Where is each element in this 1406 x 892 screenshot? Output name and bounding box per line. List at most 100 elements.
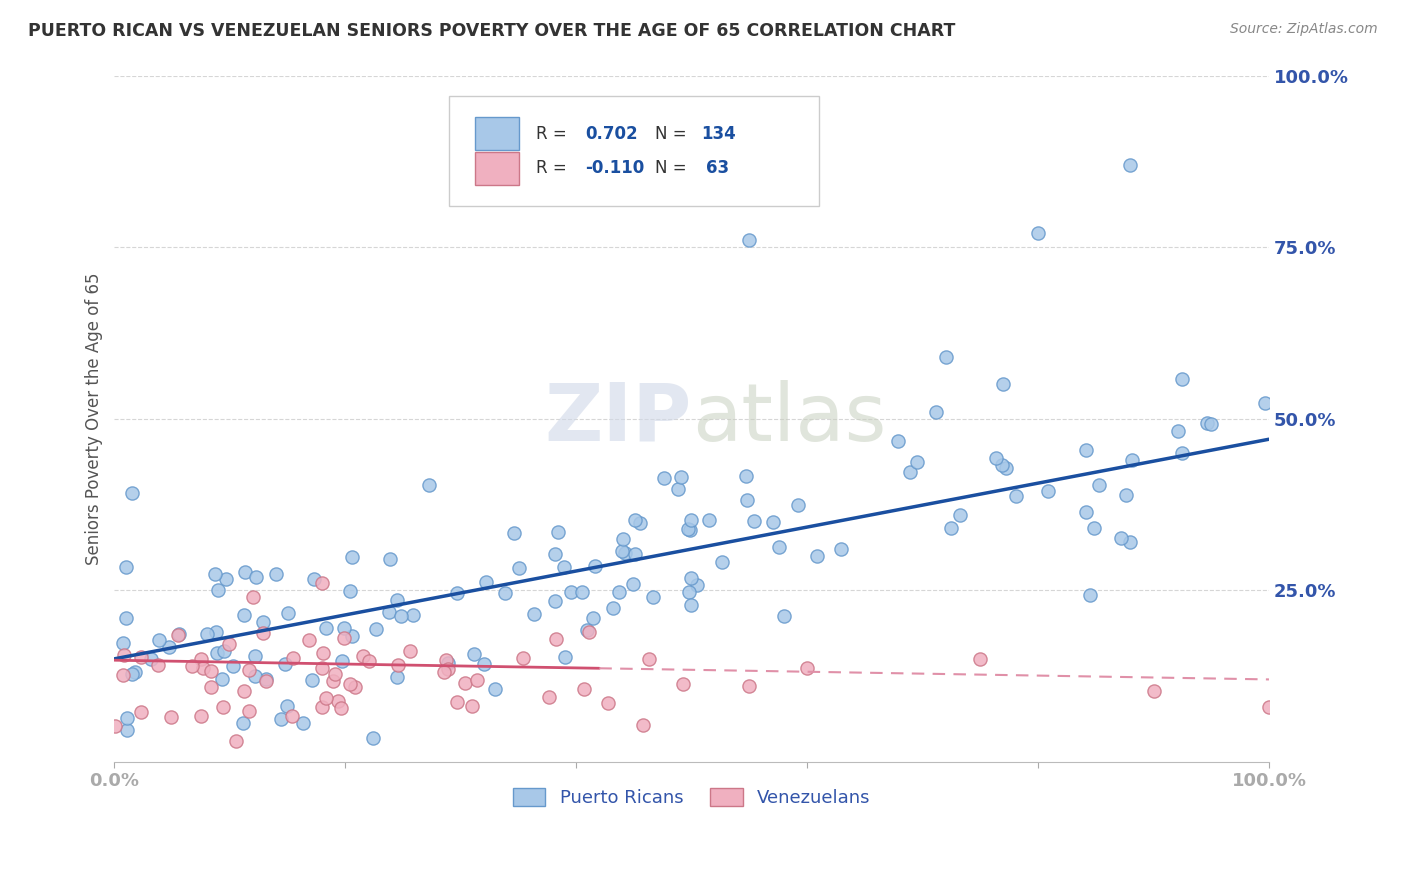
Point xyxy=(276,698,298,713)
Point xyxy=(624,513,647,527)
Point xyxy=(180,658,202,673)
Point xyxy=(711,555,734,569)
Point xyxy=(543,594,565,608)
Point xyxy=(315,691,337,706)
Point xyxy=(1195,417,1218,431)
Point xyxy=(638,652,661,666)
FancyBboxPatch shape xyxy=(475,152,519,185)
Point xyxy=(402,607,425,622)
Point xyxy=(437,662,460,676)
Point xyxy=(686,578,709,592)
Text: PUERTO RICAN VS VENEZUELAN SENIORS POVERTY OVER THE AGE OF 65 CORRELATION CHART: PUERTO RICAN VS VENEZUELAN SENIORS POVER… xyxy=(28,22,956,40)
Point xyxy=(1119,158,1142,172)
Point xyxy=(166,628,188,642)
Point xyxy=(1036,484,1059,499)
Point xyxy=(418,477,440,491)
Point xyxy=(277,607,299,621)
Point xyxy=(339,677,361,691)
Point xyxy=(738,679,761,693)
Point xyxy=(218,637,240,651)
Point xyxy=(225,734,247,748)
Point xyxy=(311,661,333,675)
Point xyxy=(242,590,264,604)
Point xyxy=(204,566,226,581)
Point xyxy=(124,665,146,679)
Point xyxy=(157,640,180,655)
Point xyxy=(735,492,758,507)
Point xyxy=(1199,417,1222,432)
Point xyxy=(233,565,256,579)
Point xyxy=(115,723,138,738)
Point xyxy=(1121,452,1143,467)
Point xyxy=(1171,371,1194,385)
Point xyxy=(544,632,567,646)
Point xyxy=(232,683,254,698)
Point xyxy=(333,631,356,645)
Point xyxy=(160,710,183,724)
Point xyxy=(623,547,645,561)
Point xyxy=(1076,505,1098,519)
FancyBboxPatch shape xyxy=(475,118,519,151)
Point xyxy=(742,514,765,528)
Point xyxy=(547,525,569,540)
Point xyxy=(986,451,1008,466)
Point xyxy=(1142,684,1164,698)
Point xyxy=(1258,700,1281,714)
Point xyxy=(211,673,233,687)
Point xyxy=(1076,442,1098,457)
Point xyxy=(129,650,152,665)
Point xyxy=(681,598,703,612)
Point xyxy=(543,547,565,561)
Point xyxy=(734,469,756,483)
Point xyxy=(385,593,408,607)
Point xyxy=(315,621,337,635)
Point xyxy=(679,523,702,537)
Point xyxy=(252,615,274,629)
Point xyxy=(270,712,292,726)
Point xyxy=(280,709,302,723)
Point xyxy=(621,577,644,591)
Point xyxy=(610,544,633,558)
Point xyxy=(245,648,267,663)
Point xyxy=(612,532,634,546)
Point xyxy=(205,646,228,660)
Point xyxy=(385,670,408,684)
Point xyxy=(330,700,353,714)
Point xyxy=(311,576,333,591)
Point xyxy=(433,665,456,680)
Point xyxy=(484,681,506,696)
Point xyxy=(115,711,138,725)
Point xyxy=(252,625,274,640)
Point xyxy=(193,661,215,675)
Text: R =: R = xyxy=(536,159,572,178)
Point xyxy=(581,611,603,625)
Point xyxy=(697,513,720,527)
Point xyxy=(232,608,254,623)
Point xyxy=(672,677,695,691)
Point xyxy=(115,560,138,574)
Point xyxy=(146,657,169,672)
Point xyxy=(264,567,287,582)
Point xyxy=(502,525,524,540)
Point xyxy=(283,650,305,665)
Point xyxy=(245,570,267,584)
Point xyxy=(1119,535,1142,549)
Point xyxy=(1115,488,1137,502)
Point xyxy=(666,483,689,497)
Point xyxy=(112,648,135,663)
Point xyxy=(366,622,388,636)
Point xyxy=(576,623,599,637)
Point xyxy=(377,605,399,619)
Point xyxy=(112,668,135,682)
Point xyxy=(238,663,260,677)
Point xyxy=(628,516,651,531)
Point xyxy=(537,690,560,704)
Point xyxy=(900,465,922,479)
Point xyxy=(325,666,347,681)
Point xyxy=(328,693,350,707)
Point xyxy=(243,668,266,682)
Point xyxy=(212,700,235,714)
Point xyxy=(993,377,1015,392)
Point xyxy=(949,508,972,522)
Point xyxy=(129,705,152,719)
